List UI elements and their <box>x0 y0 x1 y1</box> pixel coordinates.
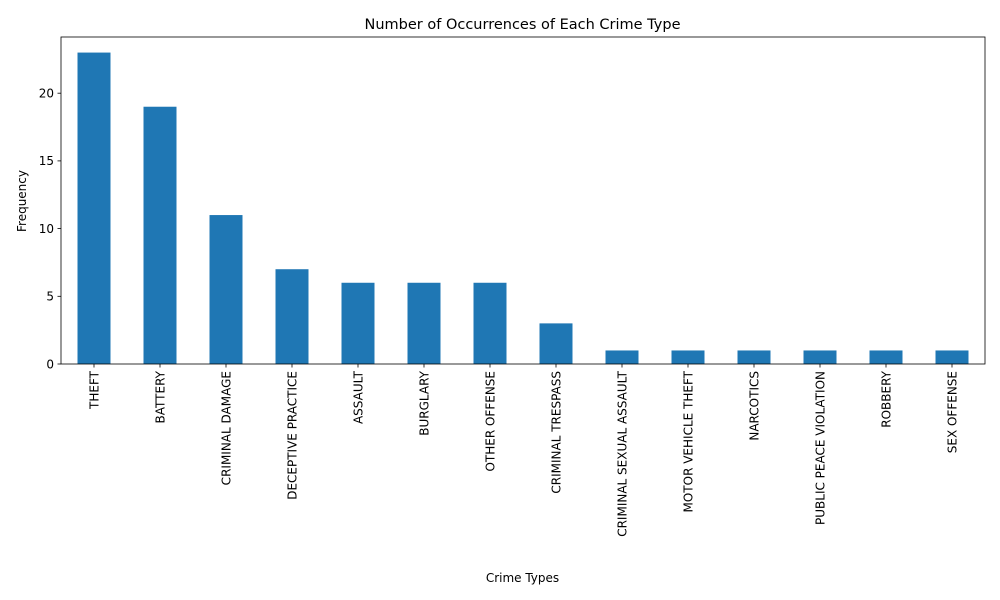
bar-narcotics <box>737 350 771 364</box>
bar-motor-vehicle-theft <box>671 350 705 364</box>
bar-burglary <box>407 282 441 364</box>
bar-public-peace-violation <box>803 350 837 364</box>
bar-criminal-sexual-assault <box>605 350 639 364</box>
bar-battery <box>143 106 177 364</box>
x-tick-label: NARCOTICS <box>747 371 761 441</box>
bar-sex-offense <box>935 350 969 364</box>
bar-criminal-damage <box>209 215 243 364</box>
x-tick-label: CRIMINAL DAMAGE <box>219 371 233 485</box>
bar-assault <box>341 282 375 364</box>
x-tick-label: BATTERY <box>153 370 167 423</box>
plot-area: 0 5 10 15 20 THEFT BATTERY CRIMINAL DAMAGE DECEP… <box>39 36 986 537</box>
y-axis-label: Frequency <box>15 170 29 232</box>
axes-frame <box>60 36 986 365</box>
y-tick-label: 0 <box>46 357 54 371</box>
y-tick-label: 15 <box>39 154 54 168</box>
x-tick-label: CRIMINAL SEXUAL ASSAULT <box>615 370 629 536</box>
x-tick-label: ROBBERY <box>879 370 893 427</box>
x-tick-label: CRIMINAL TRESPASS <box>549 371 563 494</box>
x-tick-label: PUBLIC PEACE VIOLATION <box>813 371 827 525</box>
x-tick-label: THEFT <box>87 370 101 410</box>
y-tick-label: 5 <box>46 290 54 304</box>
bar-criminal-trespass <box>539 323 573 364</box>
x-tick-label: SEX OFFENSE <box>945 371 959 453</box>
bar-other-offense <box>473 282 507 364</box>
x-tick-label: OTHER OFFENSE <box>483 371 497 472</box>
y-tick-label: 10 <box>39 222 54 236</box>
bar-robbery <box>869 350 903 364</box>
bar-deceptive-practice <box>275 269 309 364</box>
chart-title: Number of Occurrences of Each Crime Type <box>365 17 681 33</box>
bar-theft <box>77 52 111 364</box>
x-tick-label: ASSAULT <box>351 370 365 424</box>
x-tick-label: BURGLARY <box>417 370 431 435</box>
x-tick-label: DECEPTIVE PRACTICE <box>285 371 299 500</box>
x-axis-label: Crime Types <box>486 571 559 585</box>
x-tick-label: MOTOR VEHICLE THEFT <box>681 370 695 512</box>
y-tick-label: 20 <box>39 86 54 100</box>
